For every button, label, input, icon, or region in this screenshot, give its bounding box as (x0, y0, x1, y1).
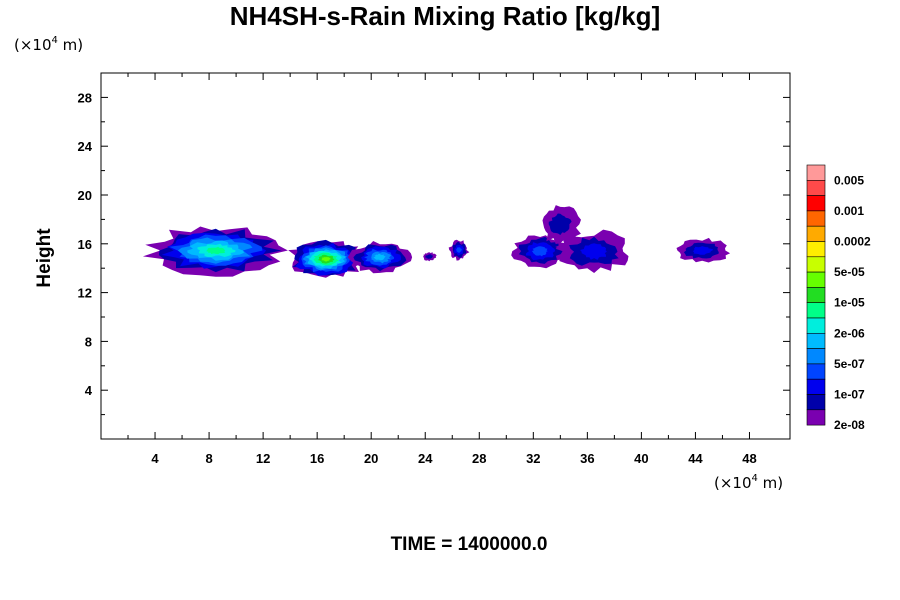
colorbar-label: 0.0002 (834, 235, 871, 249)
colorbar-swatch (806, 256, 826, 273)
colorbar-swatch (806, 363, 826, 380)
x-tick-label: 48 (742, 451, 756, 466)
colorbar-swatch (806, 317, 826, 334)
x-tick-label: 40 (634, 451, 648, 466)
y-tick-label: 24 (78, 139, 93, 154)
y-tick-label: 20 (78, 188, 92, 203)
colorbar-swatch (806, 180, 826, 196)
colorbar-swatch (806, 378, 826, 395)
y-tick-label: 4 (85, 383, 93, 398)
x-tick-label: 28 (472, 451, 486, 466)
colorbar: 0.005 0.001 0.0002 5e-05 1e-05 2e-06 5e-07 1e-0… (806, 164, 871, 432)
field-contour (580, 243, 607, 260)
colorbar-label: 2e-06 (834, 326, 865, 340)
chart-title: NH4SH-s-Rain Mixing Ratio [kg/kg] (230, 1, 660, 31)
colorbar-swatch (806, 195, 826, 212)
colorbar-label: 1e-05 (834, 296, 865, 310)
x-tick-label: 4 (151, 451, 159, 466)
y-tick-label: 12 (78, 286, 92, 301)
x-tick-label: 20 (364, 451, 378, 466)
field-contour (373, 253, 386, 261)
colorbar-swatch (806, 348, 826, 365)
field-contour (692, 246, 714, 255)
x-unit-label: (×104 m) (714, 473, 783, 492)
colorbar-swatch (806, 271, 826, 288)
x-tick-label: 36 (580, 451, 594, 466)
x-tick-label: 8 (205, 451, 212, 466)
field-contour (456, 247, 462, 253)
field-contour (206, 246, 226, 255)
colorbar-swatch (806, 409, 826, 426)
plot-frame (100, 72, 791, 440)
colorbar-swatch (806, 225, 826, 242)
y-tick-label: 8 (85, 334, 92, 349)
plot-area (142, 205, 731, 278)
field-contour (425, 254, 433, 259)
field-contour (531, 246, 548, 257)
x-tick-label: 44 (688, 451, 703, 466)
colorbar-label: 0.001 (834, 204, 864, 218)
y-tick-label: 28 (78, 90, 92, 105)
colorbar-swatch (806, 287, 826, 303)
y-tick-label: 16 (78, 237, 92, 252)
colorbar-swatch (806, 241, 826, 258)
x-tick-label: 32 (526, 451, 540, 466)
x-tick-label: 24 (418, 451, 433, 466)
y-axis-label: Height (34, 228, 55, 288)
field-contour (321, 257, 331, 262)
colorbar-swatch (806, 164, 826, 181)
x-tick-label: 16 (310, 451, 324, 466)
colorbar-label: 1e-07 (834, 388, 865, 402)
colorbar-label: 5e-05 (834, 265, 865, 279)
colorbar-swatch (806, 332, 826, 349)
x-tick-label: 12 (256, 451, 270, 466)
time-label: TIME = 1400000.0 (391, 534, 548, 555)
colorbar-swatch (806, 210, 826, 227)
colorbar-label: 5e-07 (834, 357, 865, 371)
colorbar-label: 2e-08 (834, 418, 865, 432)
colorbar-swatch (806, 394, 826, 411)
colorbar-label: 0.005 (834, 173, 864, 187)
field-contour (548, 213, 572, 235)
colorbar-swatch (806, 302, 826, 319)
y-unit-label: (×104 m) (14, 35, 83, 54)
